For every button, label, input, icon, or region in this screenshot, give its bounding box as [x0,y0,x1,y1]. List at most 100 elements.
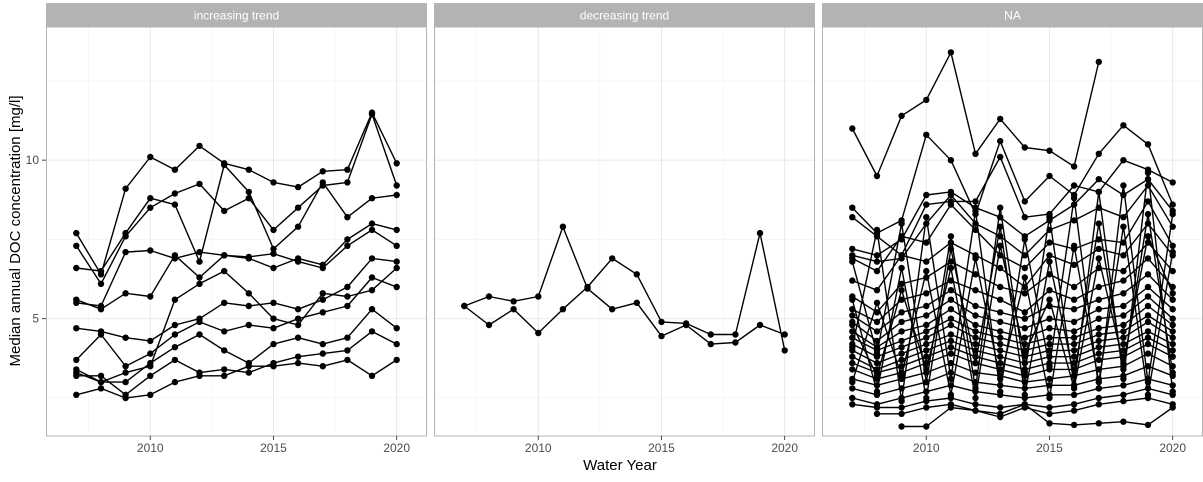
data-point [1070,401,1078,408]
data-point [393,264,400,272]
data-point [732,339,739,346]
data-point [898,356,905,364]
data-point [1046,394,1053,402]
data-point [461,302,468,310]
data-point [923,312,930,319]
data-point [1021,350,1028,357]
data-point [171,378,179,386]
data-point [1046,420,1053,427]
data-point [1095,350,1103,357]
data-point [873,172,881,180]
data-point [1169,388,1176,395]
data-point [1169,321,1176,329]
data-point [368,372,376,379]
data-point [1095,245,1103,253]
series-line [851,295,1174,348]
data-point [245,369,252,376]
data-point [898,309,905,316]
data-point [1021,144,1028,151]
data-point [972,226,979,234]
data-point [609,255,616,262]
data-point [344,242,351,249]
data-point [1144,169,1152,176]
data-point [972,407,979,414]
data-point [947,306,955,313]
data-point [294,223,302,230]
data-point [122,248,129,256]
data-point [1046,404,1053,411]
data-point [393,191,400,199]
data-point [849,312,856,319]
data-point [1046,239,1053,246]
data-point [1095,344,1103,351]
data-point [898,287,905,294]
data-point [707,331,714,338]
data-point [1046,252,1053,259]
data-point [147,372,154,379]
data-point [898,423,905,430]
data-point [171,166,179,173]
data-point [270,299,277,306]
x-tick-label: 2010 [913,441,940,455]
data-point [1144,198,1152,205]
x-tick-label: 2015 [260,441,287,455]
data-point [147,337,154,345]
data-point [849,394,856,402]
facet-strip-label: decreasing trend [580,9,669,23]
data-point [270,179,277,186]
series-line [851,124,1174,234]
data-point [245,188,252,196]
data-point [1021,214,1028,221]
series-line [851,286,1174,342]
data-point [1070,296,1078,303]
data-point [1021,391,1028,398]
x-tick-label: 2010 [525,441,552,455]
data-point [393,258,400,265]
data-point [923,131,930,138]
data-point [245,253,252,261]
data-point [923,96,930,104]
data-point [73,372,80,379]
data-point [368,226,376,234]
data-point [1144,391,1152,398]
data-point [1021,369,1028,376]
data-point [1144,328,1152,335]
data-point [368,195,376,202]
data-point [97,280,105,287]
data-point [122,290,129,297]
data-point [997,359,1004,367]
data-point [997,204,1004,211]
x-tick-label: 2010 [137,441,164,455]
data-point [1120,321,1127,329]
data-point [196,280,203,287]
data-point [923,347,930,354]
data-point [196,180,203,188]
data-point [535,329,542,337]
data-point [393,182,400,189]
data-point [319,350,326,357]
data-point [849,245,856,253]
data-point [707,340,714,348]
data-point [1120,312,1127,319]
data-point [1169,340,1176,348]
series-line [851,51,1100,177]
data-point [1144,271,1152,278]
data-point [1120,375,1127,383]
data-point [1046,258,1053,265]
data-point [923,201,930,208]
data-point [849,353,856,360]
data-point [1169,290,1176,297]
data-point [997,137,1004,145]
series-line [852,178,1174,257]
x-tick-label: 2015 [648,441,675,455]
data-point [270,315,277,322]
data-point [898,112,905,120]
data-point [873,267,881,275]
data-point [221,366,228,373]
data-point [633,299,640,306]
data-point [368,287,376,294]
data-point [319,168,326,175]
y-tick-label: 10 [26,153,40,167]
data-point [997,347,1004,354]
